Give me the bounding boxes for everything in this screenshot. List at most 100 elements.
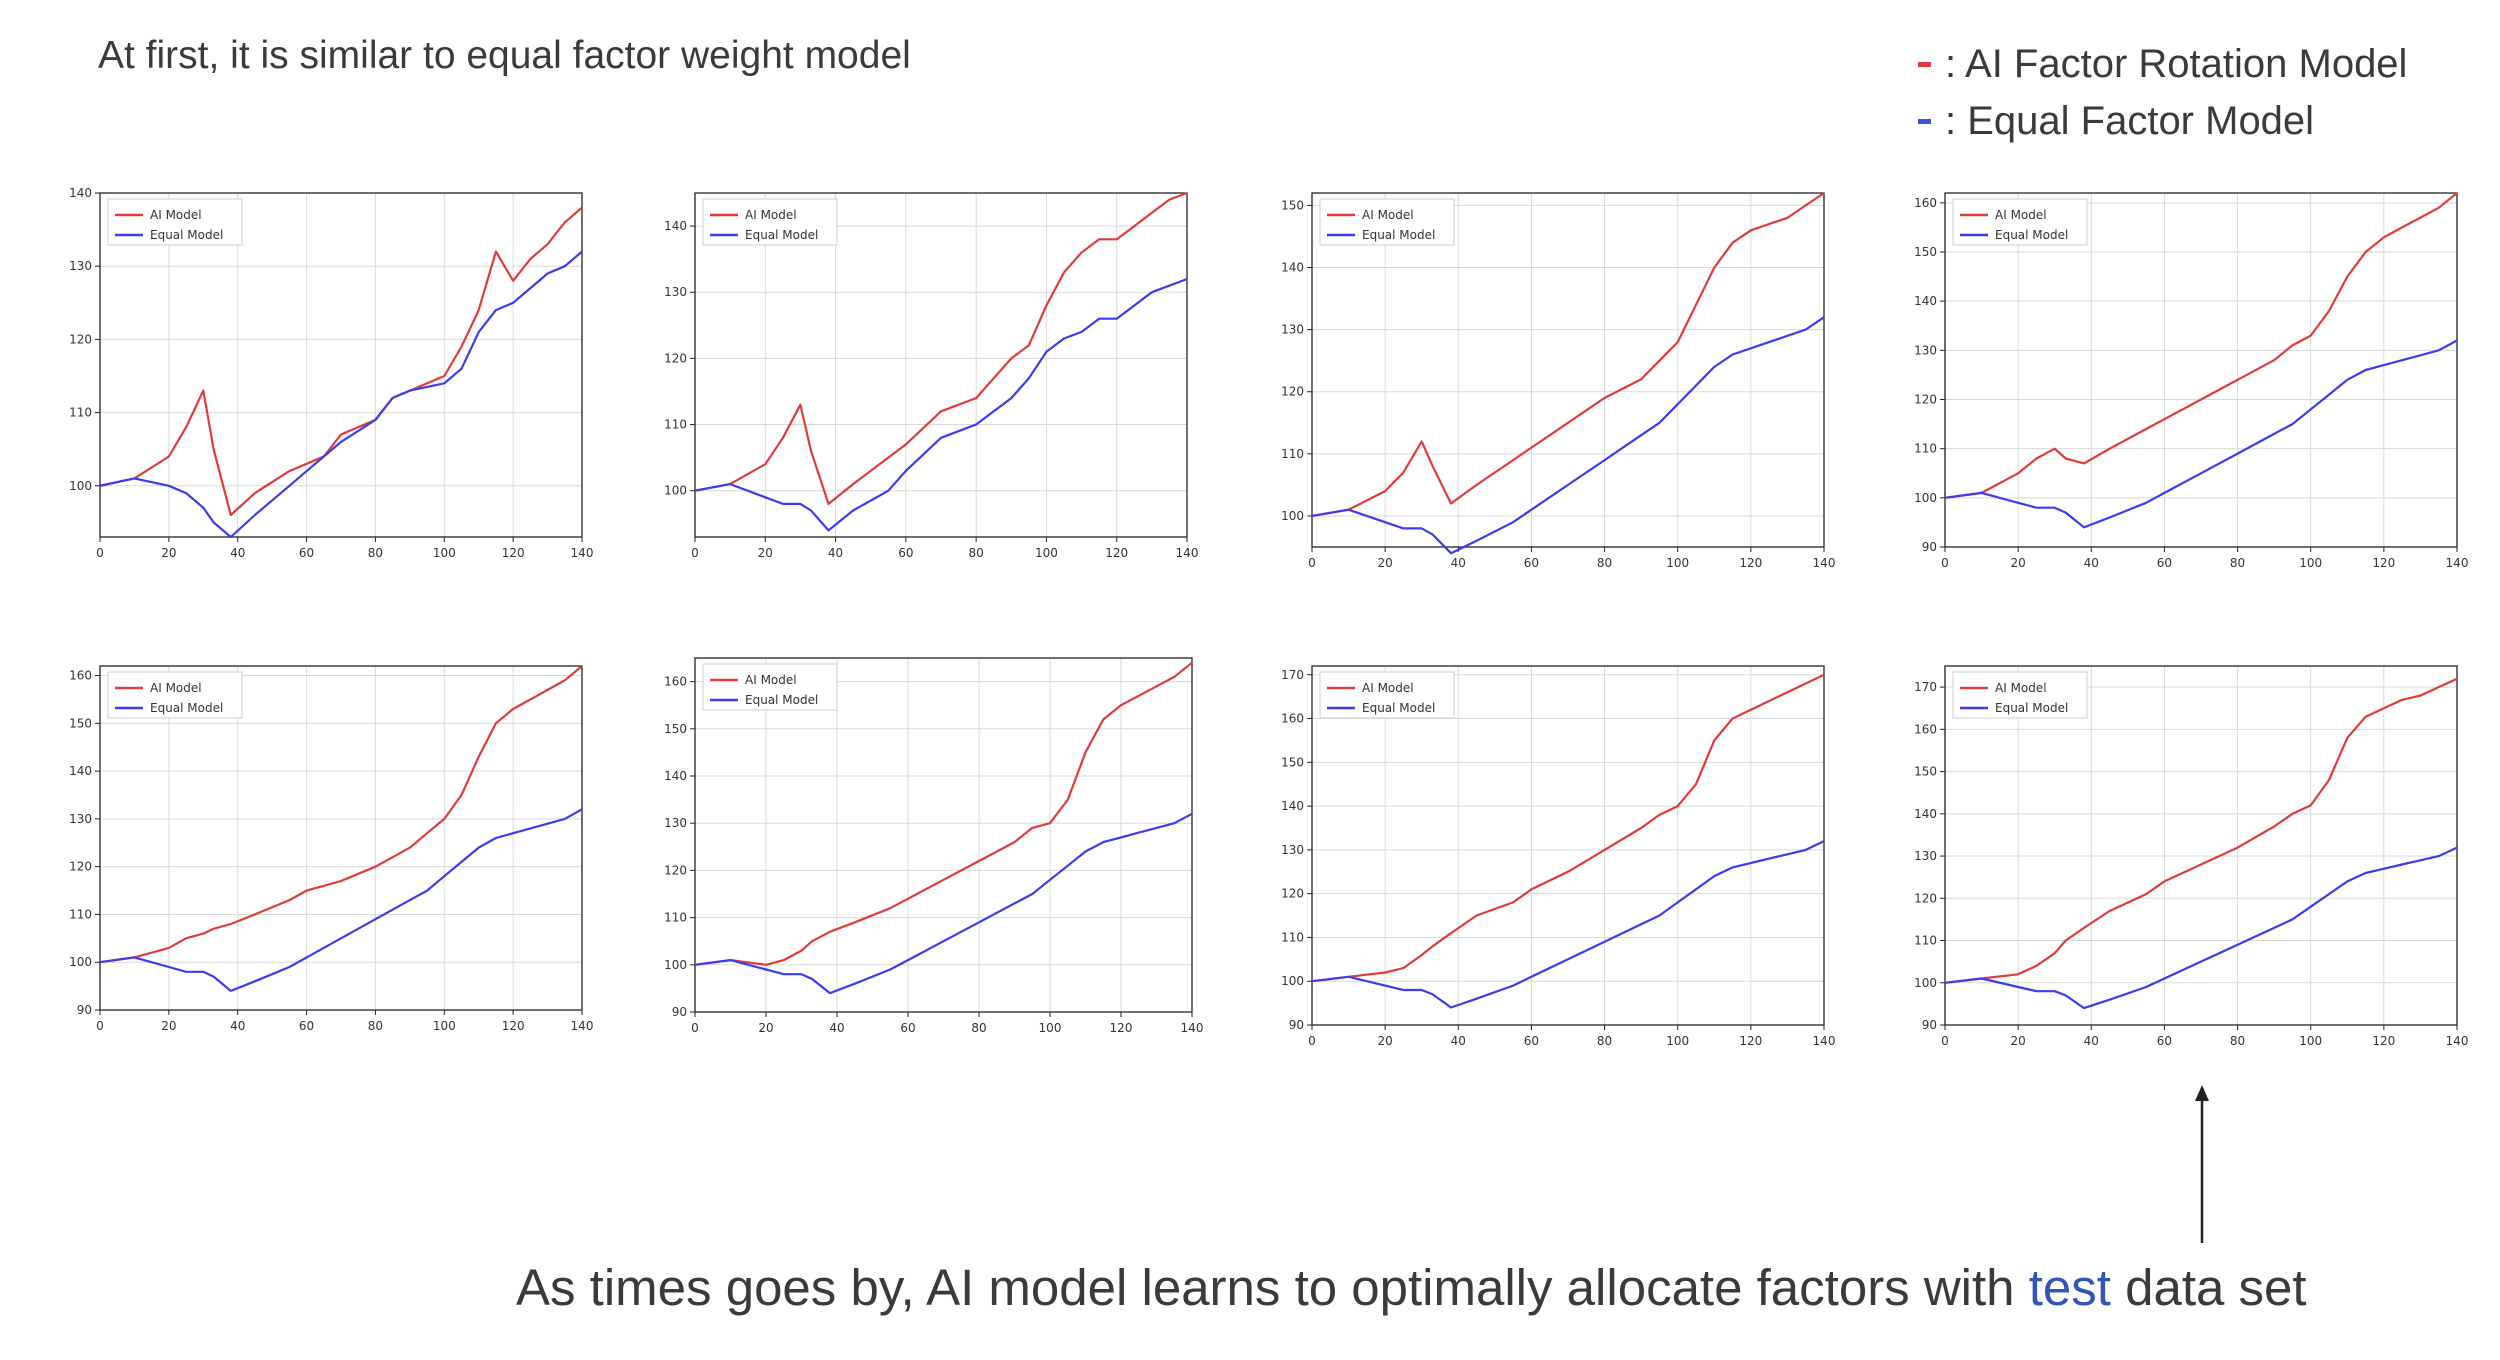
- x-tick-label: 100: [1666, 1034, 1689, 1048]
- chart-legend-label: Equal Model: [1362, 228, 1435, 242]
- y-tick-label: 110: [1914, 934, 1937, 948]
- chart-legend-label: AI Model: [1995, 681, 2047, 695]
- chart-legend-label: AI Model: [1362, 681, 1414, 695]
- chart-legend-box: [702, 198, 838, 246]
- x-tick-label: 40: [829, 1021, 844, 1035]
- x-tick-label: 100: [1039, 1021, 1062, 1035]
- y-tick-label: 120: [1281, 385, 1304, 399]
- y-tick-label: 100: [664, 958, 687, 972]
- x-tick-label: 120: [2372, 1034, 2395, 1048]
- x-tick-label: 80: [969, 546, 984, 560]
- x-tick-label: 40: [828, 546, 843, 560]
- chart-legend: AI Model Equal Model: [1319, 671, 1455, 719]
- x-tick-label: 0: [691, 546, 699, 560]
- y-tick-label: 110: [1281, 930, 1304, 944]
- y-tick-label: 120: [1281, 887, 1304, 901]
- y-tick-label: 100: [1914, 976, 1937, 990]
- y-tick-label: 90: [1922, 1018, 1937, 1032]
- x-tick-label: 140: [1181, 1021, 1204, 1035]
- y-tick-label: 120: [664, 351, 687, 365]
- chart-legend-box: [1319, 671, 1455, 719]
- x-tick-label: 60: [1524, 1034, 1539, 1048]
- y-tick-label: 90: [1922, 540, 1937, 554]
- x-tick-label: 120: [1105, 546, 1128, 560]
- plot-frame: [694, 192, 1188, 538]
- chart-legend: AI Model Equal Model: [702, 198, 838, 246]
- series-line-equal-model: [99, 808, 583, 992]
- series-line-ai-model: [1944, 677, 2458, 984]
- y-tick-label: 140: [69, 186, 92, 200]
- chart-8: 0 20 40 60 80 100 120 140 90 100 110 120 130 140 150 16…: [1914, 665, 2468, 1048]
- x-tick-label: 20: [758, 1021, 773, 1035]
- y-tick-label: 90: [1289, 1018, 1304, 1032]
- x-tick-label: 120: [2372, 556, 2395, 570]
- y-tick-label: 150: [1281, 755, 1304, 769]
- y-tick-label: 100: [69, 479, 92, 493]
- y-tick-label: 120: [1914, 393, 1937, 407]
- x-tick-label: 100: [433, 546, 456, 560]
- x-tick-label: 0: [96, 546, 104, 560]
- x-tick-label: 60: [898, 546, 913, 560]
- y-tick-label: 120: [1914, 891, 1937, 905]
- x-tick-label: 0: [1308, 556, 1316, 570]
- legend-item-equal: : Equal Factor Model: [1918, 93, 2407, 150]
- x-tick-label: 100: [2299, 1034, 2322, 1048]
- x-tick-label: 60: [2157, 556, 2172, 570]
- y-tick-label: 100: [1281, 974, 1304, 988]
- y-tick-label: 160: [69, 669, 92, 683]
- x-tick-label: 140: [571, 1019, 594, 1033]
- series-line-equal-model: [1944, 339, 2458, 529]
- legend-label-ai: : AI Factor Rotation Model: [1945, 42, 2408, 86]
- y-tick-label: 150: [1914, 245, 1937, 259]
- chart-legend-label: Equal Model: [1362, 701, 1435, 715]
- x-tick-label: 100: [2299, 556, 2322, 570]
- x-tick-label: 0: [1308, 1034, 1316, 1048]
- x-tick-label: 120: [502, 546, 525, 560]
- y-tick-label: 110: [664, 418, 687, 432]
- x-tick-label: 20: [2011, 1034, 2026, 1048]
- chart-legend-box: [1952, 198, 2088, 246]
- x-tick-label: 120: [1110, 1021, 1133, 1035]
- plot-frame: [99, 192, 583, 538]
- conclusion-text: As times goes by, AI model learns to opt…: [516, 1258, 2307, 1317]
- x-tick-label: 80: [368, 546, 383, 560]
- y-tick-label: 150: [1281, 198, 1304, 212]
- y-tick-label: 150: [69, 716, 92, 730]
- series-line-equal-model: [694, 812, 1193, 995]
- y-tick-label: 170: [1281, 668, 1304, 682]
- chart-2: 0 20 40 60 80 100 120 140 100 110 120 130 140 AI Mode…: [664, 191, 1198, 560]
- chart-legend-box: [702, 663, 838, 711]
- y-tick-label: 140: [1281, 799, 1304, 813]
- y-tick-label: 170: [1914, 680, 1937, 694]
- chart-3: 0 20 40 60 80 100 120 140 100 110 120 130 140 150 AI M…: [1281, 192, 1835, 570]
- y-tick-label: 110: [1281, 447, 1304, 461]
- y-tick-label: 140: [1914, 294, 1937, 308]
- x-tick-label: 20: [758, 546, 773, 560]
- chart-legend-box: [1319, 198, 1455, 246]
- chart-legend-label: Equal Model: [150, 228, 223, 242]
- plot-frame: [1311, 665, 1825, 1026]
- y-tick-label: 120: [69, 332, 92, 346]
- ai-legend-marker: [1918, 62, 1931, 67]
- y-tick-label: 150: [664, 722, 687, 736]
- x-tick-label: 140: [1813, 1034, 1836, 1048]
- y-tick-label: 110: [69, 406, 92, 420]
- x-tick-label: 80: [971, 1021, 986, 1035]
- chart-legend-label: AI Model: [150, 681, 202, 695]
- x-tick-label: 80: [1597, 1034, 1612, 1048]
- chart-legend-label: Equal Model: [150, 701, 223, 715]
- chart-legend-label: Equal Model: [1995, 228, 2068, 242]
- plot-frame: [694, 657, 1193, 1013]
- x-tick-label: 140: [2446, 1034, 2469, 1048]
- chart-1: 0 20 40 60 80 100 120 140 100 110 120 130 140 AI Mode…: [69, 186, 593, 560]
- y-tick-label: 140: [1281, 261, 1304, 275]
- legend-item-ai: : AI Factor Rotation Model: [1918, 36, 2407, 93]
- x-tick-label: 40: [230, 546, 245, 560]
- chart-legend-label: Equal Model: [745, 228, 818, 242]
- chart-legend-label: Equal Model: [745, 693, 818, 707]
- y-tick-label: 110: [69, 907, 92, 921]
- x-tick-label: 60: [299, 1019, 314, 1033]
- x-tick-label: 40: [230, 1019, 245, 1033]
- chart-legend-label: Equal Model: [1995, 701, 2068, 715]
- x-tick-label: 140: [1813, 556, 1836, 570]
